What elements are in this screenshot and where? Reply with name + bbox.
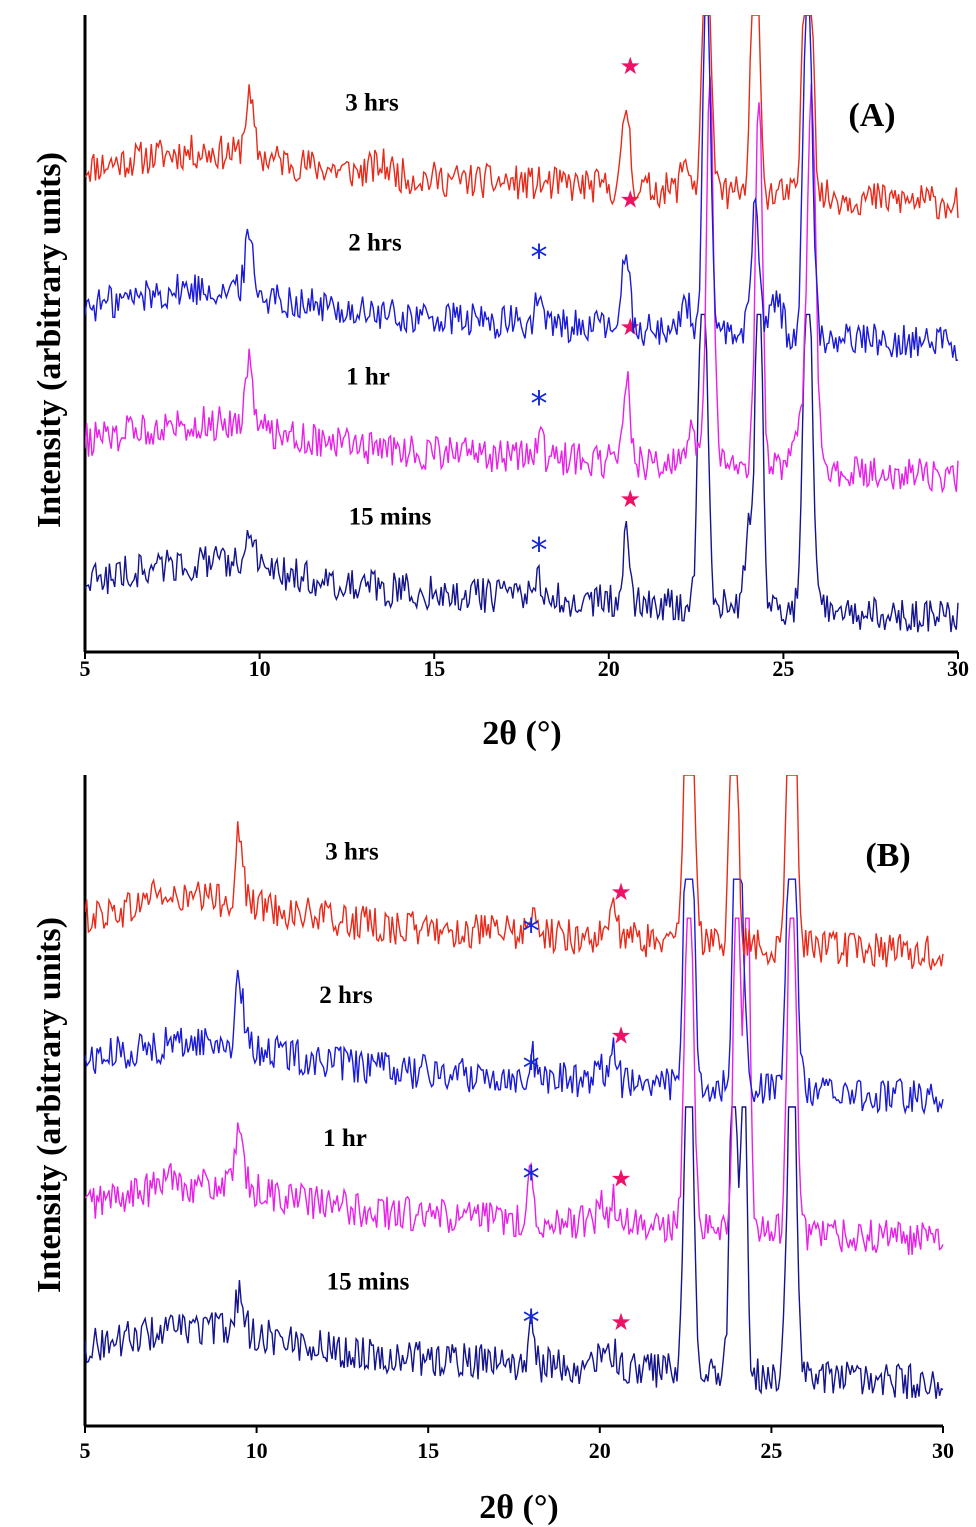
series-label: 1 hr [346,363,390,390]
star-marker-icon: ★ [610,1308,632,1336]
x-tick-label: 30 [947,656,969,681]
panel-label: (A) [848,97,895,134]
x-tick-label: 20 [589,1438,611,1463]
series-line [85,76,959,494]
x-tick-label: 15 [417,1438,439,1463]
asterisk-marker-icon: * [523,912,540,952]
x-tick-label: 5 [80,656,91,681]
series-label: 15 mins [327,1268,410,1295]
star-marker-icon: ★ [620,485,642,513]
star-marker-icon: ★ [620,52,642,80]
series-label: 3 hrs [325,839,379,866]
x-tick-label: 30 [932,1438,954,1463]
star-marker-icon: ★ [610,1021,632,1049]
x-tick-label: 25 [760,1438,782,1463]
series-line [85,775,944,971]
x-tick-label: 10 [249,656,271,681]
series-label: 2 hrs [348,230,402,257]
x-tick-label: 20 [598,656,620,681]
series-line [85,1106,944,1400]
asterisk-marker-icon: * [523,1159,540,1199]
asterisk-marker-icon: * [523,1302,540,1342]
series-line [85,878,944,1115]
asterisk-marker-icon: * [530,238,547,278]
panel-b: Intensity (arbitrary units) 2θ (°) (B) 5… [31,775,954,1526]
series-line [85,313,959,633]
series-layer: 15 mins★*1 hr★*2 hrs★*3 hrs★ [85,15,959,633]
series-line [85,917,944,1256]
panel-a: Intensity (arbitrary units) 2θ (°) (A) 5… [31,15,969,752]
asterisk-marker-icon: * [530,531,547,571]
asterisk-marker-icon: * [530,384,547,424]
series-layer: 15 mins ★ * 1 hr ★ * 2 hrs ★ * 3 hrs ★ * [85,775,944,1400]
y-axis-label: Intensity (arbitrary units) [31,152,68,528]
series-label: 1 hr [323,1125,367,1152]
x-tick-label: 25 [772,656,794,681]
series-label: 15 mins [349,504,432,531]
series-label: 3 hrs [345,90,399,117]
asterisk-marker-icon: * [523,1048,540,1088]
axes: 5 10 15 20 25 30 [80,775,954,1463]
x-tick-label: 5 [80,1438,91,1463]
x-tick-label: 10 [246,1438,268,1463]
star-marker-icon: ★ [610,878,632,906]
x-tick-label: 15 [423,656,445,681]
star-marker-icon: ★ [610,1165,632,1193]
series-label: 2 hrs [319,982,373,1009]
axes: 5 10 15 20 25 30 [80,15,969,681]
y-axis-label: Intensity (arbitrary units) [31,917,68,1293]
series-line [85,15,959,362]
panel-label: (B) [865,837,910,874]
series-line [85,15,959,220]
x-axis-label: 2θ (°) [482,715,562,752]
x-axis-label: 2θ (°) [479,1489,559,1526]
star-marker-icon: ★ [620,186,642,214]
